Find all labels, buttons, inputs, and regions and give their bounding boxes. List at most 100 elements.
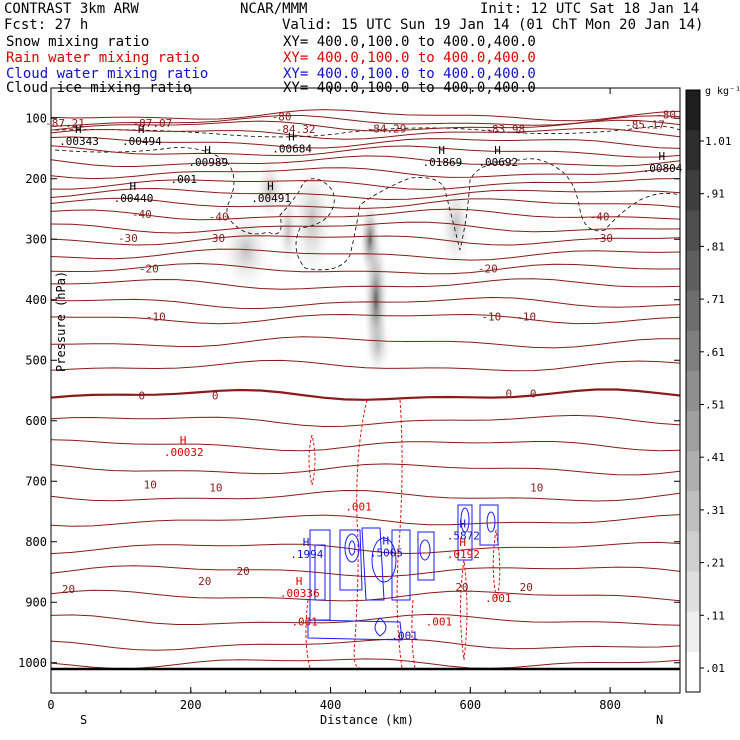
isotherm	[51, 235, 680, 246]
isotherm-label: 0	[505, 388, 512, 401]
x-tick-label: 600	[459, 698, 481, 712]
isotherm	[51, 589, 680, 602]
isotherm-label: 10	[530, 481, 543, 494]
isotherm	[51, 119, 680, 132]
colorbar-unit: g kg⁻¹	[705, 86, 740, 97]
x-tick-label: 0	[47, 698, 54, 712]
shade-blob-4	[292, 160, 332, 280]
chart-header: CONTRAST 3km ARW NCAR/MMM Init: 12 UTC S…	[0, 0, 740, 96]
isotherm	[51, 178, 680, 191]
isotherm-label: -83.98	[485, 123, 525, 136]
field-name-snow: Snow mixing ratio	[6, 34, 150, 50]
isotherm	[51, 145, 680, 158]
isotherm-label: -10	[146, 311, 166, 324]
rain-contour-4	[305, 599, 311, 669]
cloud-contour-9	[417, 531, 435, 581]
ice-max-marker: H	[288, 131, 295, 144]
x-tick-label: 200	[180, 698, 202, 712]
ice-max-label: .00440	[114, 192, 154, 205]
isotherm	[51, 463, 680, 476]
snow-ice-shading	[222, 160, 472, 375]
shade-core-3	[365, 315, 391, 375]
ice-max-label: .001	[171, 173, 198, 186]
cloud-label: .1994	[290, 548, 323, 561]
temperature-contours	[51, 109, 680, 670]
isotherm	[51, 208, 680, 221]
isotherm-label: -80	[272, 110, 292, 123]
cloud-contour-14	[486, 511, 496, 533]
rain-marker: H	[459, 536, 466, 549]
rain-contour-3	[308, 434, 316, 486]
isotherm-label: 20	[520, 581, 533, 594]
y-tick-label: 300	[25, 232, 47, 246]
ice-max-label: .00684	[272, 143, 312, 156]
isotherm	[51, 439, 680, 452]
colorbar-label: .71	[705, 293, 725, 306]
ice-max-marker: H	[204, 144, 211, 157]
isotherm-label: -84.32	[276, 123, 316, 136]
ice-max-marker: H	[129, 180, 136, 193]
y-tick-label: 200	[25, 172, 47, 186]
isotherm-label: -87.07	[132, 117, 172, 130]
colorbar-band	[686, 571, 700, 613]
isotherm	[51, 262, 680, 275]
colorbar-band	[686, 90, 700, 131]
x-axis-title: Distance (km)	[320, 713, 414, 727]
isotherm	[51, 489, 680, 502]
rain-contour-7	[492, 529, 501, 601]
x-tick-label: 400	[320, 698, 342, 712]
cloud-contour-16	[374, 617, 387, 637]
y-tick-label: 600	[25, 414, 47, 428]
colorbar-band	[686, 250, 700, 292]
colorbar-frame	[685, 89, 701, 693]
field-name-cloud-water: Cloud water mixing ratio	[6, 66, 209, 82]
cloud-contour-10	[419, 539, 431, 561]
isotherm	[51, 565, 680, 577]
cloud-label: .5872	[447, 530, 480, 543]
cloud-marker: H	[303, 536, 310, 549]
ice-max-label: .00692	[478, 156, 518, 169]
isotherm-label: -40	[590, 210, 610, 223]
field-xy-rain: XY= 400.0,100.0 to 400.0,400.0	[283, 50, 536, 66]
rain-contour-1	[353, 399, 368, 669]
model-title: CONTRAST 3km ARW	[4, 1, 139, 17]
colorbar-band	[686, 651, 700, 693]
colorbar-label: .61	[705, 346, 725, 359]
isotherm-label: -80	[656, 109, 676, 122]
rain-label: .001	[485, 592, 512, 605]
cloud-marker: H	[459, 518, 466, 531]
isotherm-label: 0	[139, 389, 146, 402]
cloud-label: .5005	[370, 547, 403, 560]
colorbar-band	[686, 451, 700, 492]
terrain-outline-upper	[54, 126, 680, 138]
colorbar-label: .41	[705, 451, 725, 464]
isotherm-label: -40	[132, 208, 152, 221]
isotherm	[51, 187, 680, 201]
isotherm-label: 0	[530, 388, 537, 401]
y-tick-label: 100	[25, 111, 47, 125]
init-time: Init: 12 UTC Sat 18 Jan 14	[480, 1, 700, 17]
rain-label: .00032	[164, 446, 204, 459]
cloud-contour-3	[339, 529, 363, 591]
colorbar-label: .21	[705, 557, 725, 570]
rain-label: .001	[345, 501, 372, 514]
cloud-contour-8	[391, 529, 411, 601]
colorbar-band	[686, 611, 700, 653]
isotherm	[51, 127, 680, 140]
ice-max-label: .01869	[423, 156, 463, 169]
rain-contour-5	[411, 599, 416, 669]
isotherm	[51, 296, 680, 310]
isotherm-label: -84.29	[367, 123, 407, 136]
contour-labels: -87.21 -87.07-80-84.32 -84.29 -83.98 -85.17-…	[45, 109, 683, 643]
x-tick-label: 800	[599, 698, 621, 712]
terrain-outline	[54, 147, 680, 271]
isotherm-label: -20	[478, 262, 498, 275]
isotherm	[51, 313, 680, 325]
field-name-rain: Rain water mixing ratio	[6, 50, 200, 66]
colorbar-band	[686, 370, 700, 412]
ice-max-label: .00989	[188, 156, 228, 169]
isotherm	[51, 541, 680, 555]
colorbar-band	[686, 130, 700, 171]
cloud-contour-13	[479, 504, 499, 546]
